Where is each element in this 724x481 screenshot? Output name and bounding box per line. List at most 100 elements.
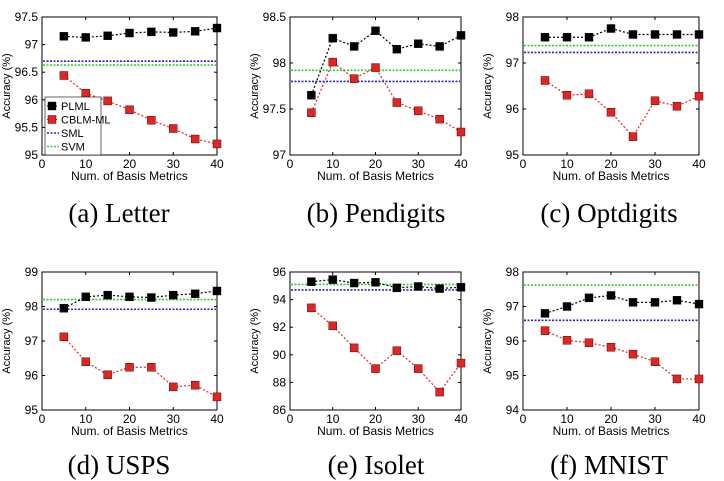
data-point-cblm-ml [456,358,466,368]
x-tick-label: 20 [604,412,618,426]
chart-panel-1: 0 10 20 30 40 95 95.5 96 96.5 97 97.5 Num. of Basis… [1,10,224,228]
data-point-plml [694,299,704,309]
data-point-cblm-ml [212,139,222,149]
x-tick-label: 30 [412,157,426,171]
y-tick-label: 96 [25,93,39,107]
data-point-plml [349,42,359,51]
data-point-plml [392,283,402,293]
data-point-cblm-ml [103,370,112,380]
x-axis-label: Num. of Basis Metrics [71,424,188,438]
y-tick-label: 97 [273,148,287,162]
y-tick-label: 98 [506,265,520,279]
x-tick-label: 30 [648,412,662,426]
data-point-cblm-ml [307,108,316,117]
y-tick-label: 96 [506,102,520,116]
panel-caption: (b) Pendigits [307,198,446,228]
data-point-plml [628,30,638,39]
data-point-plml [59,304,69,313]
data-point-plml [456,31,466,40]
legend-label-cblm-ml: CBLM-ML [61,115,111,127]
data-point-cblm-ml [540,326,550,335]
y-tick-label: 98 [506,10,520,24]
data-point-cblm-ml [371,364,380,373]
panel-caption: (f) MNIST [550,450,668,480]
x-axis-label: Num. of Basis Metrics [553,424,670,438]
data-point-plml [562,33,572,42]
data-point-cblm-ml [694,374,704,384]
data-point-plml [540,309,550,318]
legend-label-svm: SVM [61,142,85,154]
data-point-plml [414,39,423,48]
data-point-cblm-ml [212,392,222,402]
data-point-plml [81,292,90,302]
y-axis-label: Accuracy (%) [1,53,13,118]
legend-marker [47,101,57,111]
x-axis-label: Num. of Basis Metrics [553,169,670,183]
chart-panel-5: 0 10 20 30 40 86 88 90 92 94 96 Num. of Basis Metri… [249,265,468,480]
y-tick-label: 95.5 [15,120,39,134]
data-point-plml [328,275,337,284]
data-point-plml [414,282,423,291]
x-tick-label: 30 [648,157,662,171]
x-tick-label: 10 [79,412,93,426]
x-tick-label: 10 [326,412,340,426]
data-point-cblm-ml [103,96,112,106]
data-point-plml [392,45,402,54]
x-tick-label: 0 [287,412,294,426]
x-tick-label: 30 [167,412,181,426]
data-point-plml [307,277,316,286]
data-point-cblm-ml [672,374,682,384]
legend-label-plml: PLML [61,101,90,113]
data-point-cblm-ml [147,116,156,125]
y-tick-label: 90 [273,348,287,362]
data-point-plml [169,28,178,37]
y-tick-label: 95 [506,148,520,162]
x-tick-label: 0 [39,157,46,171]
data-point-cblm-ml [628,349,638,359]
data-point-plml [456,282,466,292]
data-point-plml [435,42,444,51]
data-point-cblm-ml [435,114,444,124]
data-point-cblm-ml [371,63,380,72]
data-point-plml [672,30,682,39]
data-point-plml [562,302,572,311]
data-point-cblm-ml [349,74,359,83]
panel-caption: (e) Isolet [328,450,425,480]
data-point-cblm-ml [81,88,90,98]
y-tick-label: 94 [506,403,520,417]
series-line-cblm-ml [544,79,700,138]
data-point-cblm-ml [694,91,704,101]
panel-caption: (d) USPS [68,450,171,480]
data-point-plml [435,284,444,293]
chart-panel-3: 0 10 20 30 40 95 96 97 98 Num. of Basis Metrics Ac… [482,10,706,228]
data-point-cblm-ml [125,105,134,114]
data-point-cblm-ml [169,124,178,133]
data-point-plml [371,278,380,287]
x-tick-label: 40 [692,412,706,426]
data-point-cblm-ml [606,343,616,352]
x-tick-label: 10 [560,157,574,171]
y-axis-label: Accuracy (%) [1,308,13,373]
x-tick-label: 10 [79,157,93,171]
chart-panel-4: 0 10 20 30 40 95 96 97 98 99 Num. of Basis Metrics… [1,265,224,480]
x-tick-label: 40 [210,412,224,426]
data-point-plml [190,289,200,298]
y-tick-label: 97.5 [263,102,287,116]
data-point-plml [584,293,594,303]
y-tick-label: 98 [25,300,39,314]
y-tick-label: 96 [273,265,287,279]
data-point-plml [606,291,616,300]
x-tick-label: 10 [326,157,340,171]
chart-panel-2: 0 10 20 30 40 97 97.5 98 98.5 Num. of Basis Metri… [249,10,468,228]
plot-frame [289,271,462,411]
data-point-plml [103,31,112,40]
data-point-plml [125,292,134,302]
data-point-cblm-ml [190,380,200,390]
x-axis-label: Num. of Basis Metrics [317,169,434,183]
data-point-plml [147,27,156,37]
y-tick-label: 97 [25,38,39,52]
data-point-cblm-ml [328,57,337,67]
y-tick-label: 95 [506,369,520,383]
x-tick-label: 10 [560,412,574,426]
